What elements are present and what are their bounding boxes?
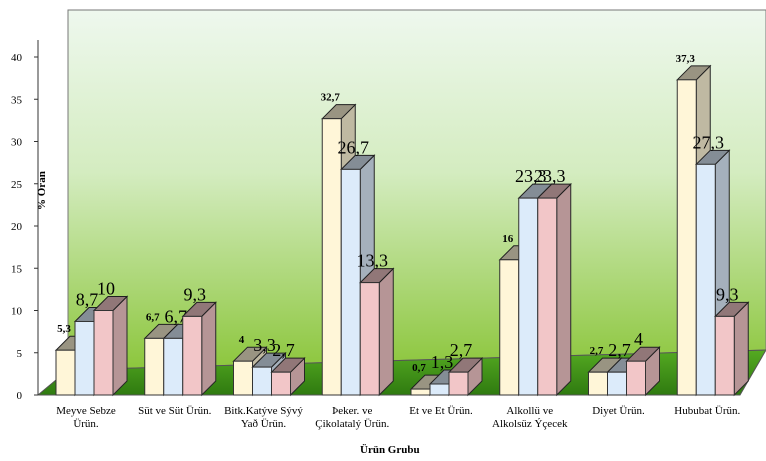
value-label: 6,7 bbox=[165, 306, 188, 326]
back-wall bbox=[67, 9, 766, 371]
value-label: 2,7 bbox=[608, 340, 631, 360]
bar bbox=[695, 163, 716, 396]
value-label: 2,7 bbox=[450, 340, 473, 360]
x-tick-label: Et ve Et Ürün. bbox=[409, 405, 473, 417]
value-label: 9,3 bbox=[184, 284, 207, 304]
value-label: 8,7 bbox=[76, 289, 99, 309]
value-label: 13,3 bbox=[357, 251, 389, 271]
bar-side bbox=[201, 301, 217, 397]
bar-side bbox=[556, 182, 572, 397]
bar bbox=[74, 320, 95, 396]
bar bbox=[321, 118, 342, 396]
bar bbox=[588, 371, 608, 396]
bar bbox=[359, 282, 380, 396]
value-label: 6,7 bbox=[146, 311, 160, 323]
x-tick-label: Hububat Ürün. bbox=[674, 405, 741, 417]
y-tick-label: 10 bbox=[11, 306, 23, 318]
x-tick-label: Meyve Sebze Ürün. bbox=[56, 405, 116, 430]
bar bbox=[714, 315, 735, 396]
value-label: 5,3 bbox=[57, 323, 71, 335]
x-tick-label: Diyet Ürün. bbox=[592, 405, 645, 417]
bar-side bbox=[112, 295, 128, 397]
bar bbox=[182, 315, 203, 396]
bar bbox=[429, 383, 450, 396]
bar bbox=[233, 360, 253, 396]
y-axis-label: % Oran bbox=[36, 171, 48, 210]
value-label: 37,3 bbox=[676, 53, 696, 65]
bar-side bbox=[378, 267, 394, 397]
y-tick-label: 15 bbox=[11, 263, 23, 275]
y-tick-label: 30 bbox=[11, 137, 23, 149]
x-axis-label: Ürün Grubu bbox=[360, 444, 420, 456]
bar bbox=[271, 371, 291, 396]
y-tick-label: 25 bbox=[11, 179, 23, 191]
bar bbox=[518, 197, 539, 396]
y-tick-label: 40 bbox=[11, 52, 23, 64]
bar bbox=[410, 388, 431, 396]
bar bbox=[252, 366, 272, 396]
value-label: 4 bbox=[634, 329, 643, 349]
y-tick-label: 35 bbox=[11, 94, 23, 106]
x-tick-label: Süt ve Süt Ürün. bbox=[138, 405, 212, 417]
y-tick-label: 0 bbox=[17, 390, 23, 402]
bar bbox=[163, 337, 184, 396]
x-tick-label: Alkollü ve Alkolsüz Ýçecek bbox=[492, 405, 568, 430]
y-tick-label: 5 bbox=[17, 348, 23, 360]
value-label: 4 bbox=[239, 334, 245, 346]
value-label: 23,3 bbox=[515, 166, 547, 186]
value-label: 2,7 bbox=[272, 340, 295, 360]
y-tick-label: 20 bbox=[11, 221, 23, 233]
bar bbox=[537, 197, 558, 396]
value-label: 10 bbox=[97, 279, 115, 299]
value-label: 1,3 bbox=[431, 352, 454, 372]
bar bbox=[499, 259, 520, 396]
value-label: 26,7 bbox=[338, 137, 370, 157]
bar bbox=[607, 371, 627, 396]
value-label: 27,3 bbox=[693, 132, 725, 152]
value-label: 16 bbox=[502, 233, 514, 245]
x-tick-label: Þeker. ve Çikolatalý Ürün. bbox=[315, 405, 390, 430]
x-tick-label: Bitk.Katýve Sývý Yað Ürün. bbox=[224, 405, 303, 430]
value-label: 3,3 bbox=[253, 335, 276, 355]
value-label: 9,3 bbox=[716, 284, 739, 304]
bar bbox=[340, 168, 361, 396]
value-label: 0,7 bbox=[412, 362, 426, 374]
bar bbox=[448, 371, 469, 396]
bar bbox=[144, 337, 165, 396]
bar bbox=[626, 360, 646, 396]
bar bbox=[93, 310, 114, 396]
bar-side bbox=[733, 301, 749, 397]
value-label: 2,7 bbox=[590, 345, 604, 357]
value-label: 32,7 bbox=[321, 92, 341, 104]
value-label: 23,3 bbox=[534, 166, 566, 186]
bar bbox=[676, 79, 697, 396]
bar bbox=[55, 349, 76, 396]
